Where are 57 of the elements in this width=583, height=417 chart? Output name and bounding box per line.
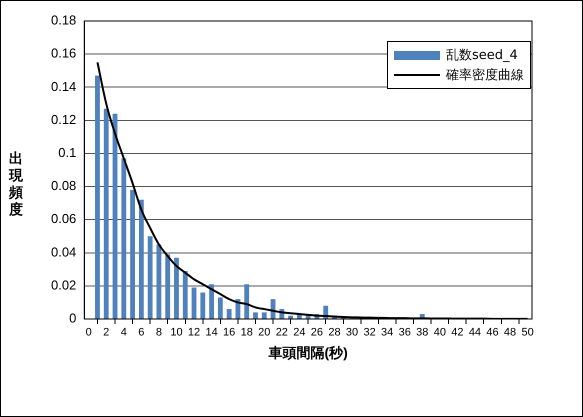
- x-tick-label: 20: [258, 326, 270, 339]
- x-tick-label: 34: [381, 326, 394, 339]
- x-tick-label: 8: [156, 326, 162, 339]
- x-tick-label: 28: [328, 326, 341, 339]
- x-tick-label: 6: [138, 326, 144, 339]
- bar: [192, 288, 196, 318]
- y-tick-label: 0.04: [50, 244, 76, 260]
- x-tick-label: 46: [486, 326, 499, 339]
- x-tick-label: 18: [240, 326, 253, 339]
- x-axis-title: 車頭間隔(秒): [267, 344, 348, 360]
- x-tick-label: 14: [205, 326, 218, 339]
- x-tick-label: 36: [398, 326, 411, 339]
- bar: [218, 297, 223, 318]
- y-tick-label: 0.14: [50, 78, 76, 94]
- bar: [148, 236, 153, 318]
- bar: [121, 158, 126, 318]
- x-tick-label: 2: [103, 326, 110, 339]
- y-tick-label: 0.02: [50, 277, 76, 292]
- y-tick-label: 0.18: [50, 12, 76, 28]
- x-tick-label: 50: [521, 326, 534, 339]
- x-tick-label: 30: [346, 326, 358, 339]
- y-tick-label: 0.08: [50, 178, 76, 194]
- bar: [262, 312, 267, 318]
- bar: [226, 309, 232, 318]
- y-tick-label: 0: [69, 310, 76, 326]
- bar: [174, 258, 179, 318]
- bar: [288, 316, 294, 318]
- bar: [156, 244, 162, 318]
- x-tick-label: 48: [504, 326, 516, 339]
- bar: [200, 292, 206, 318]
- x-tick-label: 40: [434, 326, 446, 339]
- x-tick-label: 44: [468, 326, 482, 339]
- x-tick-label: 42: [451, 326, 464, 339]
- x-tick-label: 38: [416, 326, 428, 339]
- bar: [209, 284, 214, 318]
- y-tick-label: 0.06: [50, 211, 76, 226]
- bar: [112, 114, 118, 318]
- x-tick-label: 16: [223, 326, 236, 339]
- x-tick-label: 32: [363, 326, 376, 339]
- x-tick-label: 4: [120, 326, 127, 339]
- y-axis-title: 出現頻度: [9, 151, 23, 219]
- x-tick-label: 24: [293, 326, 306, 339]
- y-tick-label: 0.16: [50, 46, 76, 61]
- x-tick-label: 10: [170, 326, 183, 339]
- bar: [253, 312, 258, 318]
- x-tick-label: 22: [276, 326, 288, 339]
- bar: [95, 76, 100, 318]
- legend-label: 確率密度曲線: [446, 67, 524, 84]
- bar: [138, 200, 144, 318]
- bar: [130, 190, 135, 318]
- x-tick-label: 26: [310, 326, 324, 339]
- legend-label: 乱数seed_4: [446, 47, 518, 64]
- x-tick-label: 12: [188, 326, 200, 339]
- bar: [104, 108, 109, 318]
- x-tick-label: 0: [86, 326, 92, 339]
- y-tick-label: 0.12: [50, 112, 76, 127]
- y-tick-label: 0.1: [58, 145, 76, 160]
